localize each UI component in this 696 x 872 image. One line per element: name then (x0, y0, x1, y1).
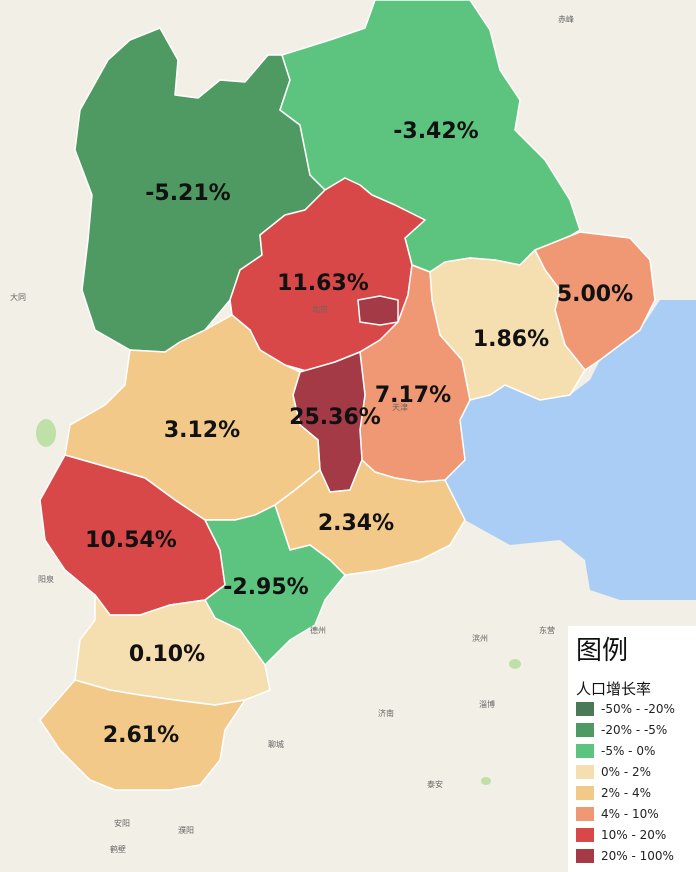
legend-item: -50% - -20% (576, 700, 675, 718)
value-label-tianjin: 7.17% (375, 383, 451, 408)
label-taian: 泰安 (427, 779, 443, 789)
legend-label: 10% - 20% (601, 828, 667, 842)
label-dongying: 东营 (539, 625, 555, 635)
label-chifeng: 赤峰 (558, 14, 574, 24)
value-label-xingtai: 0.10% (129, 642, 205, 667)
label-anyang: 安阳 (114, 818, 130, 828)
label-liaocheng: 聊城 (268, 740, 284, 749)
legend-label: 20% - 100% (601, 849, 674, 863)
region-hengshui[interactable] (204, 504, 346, 666)
label-beijing: 北京 (312, 304, 328, 314)
legend-swatch (576, 786, 594, 800)
legend-swatch (576, 723, 594, 737)
legend-item: 4% - 10% (576, 805, 659, 823)
value-label-handan: 2.61% (103, 723, 179, 748)
legend-item: 10% - 20% (576, 826, 666, 844)
label-jinan: 济南 (378, 708, 394, 718)
value-label-chengde: -3.42% (393, 119, 478, 144)
legend-item: 2% - 4% (576, 784, 651, 802)
region-handan[interactable] (39, 679, 246, 791)
legend-swatch (576, 849, 594, 863)
value-label-baoding: 3.12% (164, 418, 240, 443)
legend-label: 0% - 2% (601, 765, 652, 779)
legend-label: 4% - 10% (601, 807, 659, 821)
value-label-zhangjiakou: -5.21% (145, 181, 230, 206)
bohai-sea (445, 300, 696, 600)
label-datong: 大同 (10, 292, 26, 302)
region-xingtai[interactable] (74, 594, 271, 706)
legend-swatch (576, 744, 594, 758)
value-label-qinhuangdao: 5.00% (557, 282, 633, 307)
legend-label: -5% - 0% (601, 744, 656, 758)
value-label-hengshui: -2.95% (223, 575, 308, 600)
label-tianjin: 天津 (392, 402, 408, 412)
legend-swatch (576, 765, 594, 779)
legend-swatch (576, 807, 594, 821)
label-hebi: 鹤壁 (110, 844, 126, 854)
legend-label: -20% - -5% (601, 723, 668, 737)
value-label-beijing: 11.63% (277, 271, 369, 296)
label-dezhou: 德州 (310, 625, 326, 635)
value-label-tangshan: 1.86% (473, 327, 549, 352)
lake (509, 659, 521, 669)
legend-label: -50% - -20% (601, 702, 675, 716)
legend-swatch (576, 702, 594, 716)
legend-item: 20% - 100% (576, 847, 674, 865)
value-labels: -5.21% -3.42% 5.00% 1.86% 11.63% 7.17% 2… (85, 119, 633, 748)
legend-item: -20% - -5% (576, 721, 667, 739)
region-langfang-north[interactable] (357, 295, 399, 326)
lake (481, 777, 491, 785)
value-label-shijiazhuang: 10.54% (85, 528, 177, 553)
legend-swatch (576, 828, 594, 842)
lake (36, 419, 56, 447)
legend-label: 2% - 4% (601, 786, 652, 800)
label-binzhou: 滨州 (472, 633, 488, 643)
legend-item: 0% - 2% (576, 763, 651, 781)
label-yangquan: 阳泉 (38, 574, 54, 584)
legend-item: -5% - 0% (576, 742, 655, 760)
value-label-langfang: 25.36% (289, 405, 381, 430)
legend-title: 图例 (576, 636, 629, 666)
label-zibo: 淄博 (479, 699, 495, 709)
label-puyang: 濮阳 (178, 825, 194, 835)
legend-subtitle: 人口增长率 (576, 680, 652, 698)
base-labels: 北京 天津 济南 滨州 东营 泰安 聊城 德州 淄博 赤峰 大同 阳泉 安阳 濮… (10, 14, 574, 854)
legend: 图例 人口增长率 -50% - -20% -20% - -5% -5% - 0%… (568, 626, 696, 872)
value-label-cangzhou: 2.34% (318, 511, 394, 536)
